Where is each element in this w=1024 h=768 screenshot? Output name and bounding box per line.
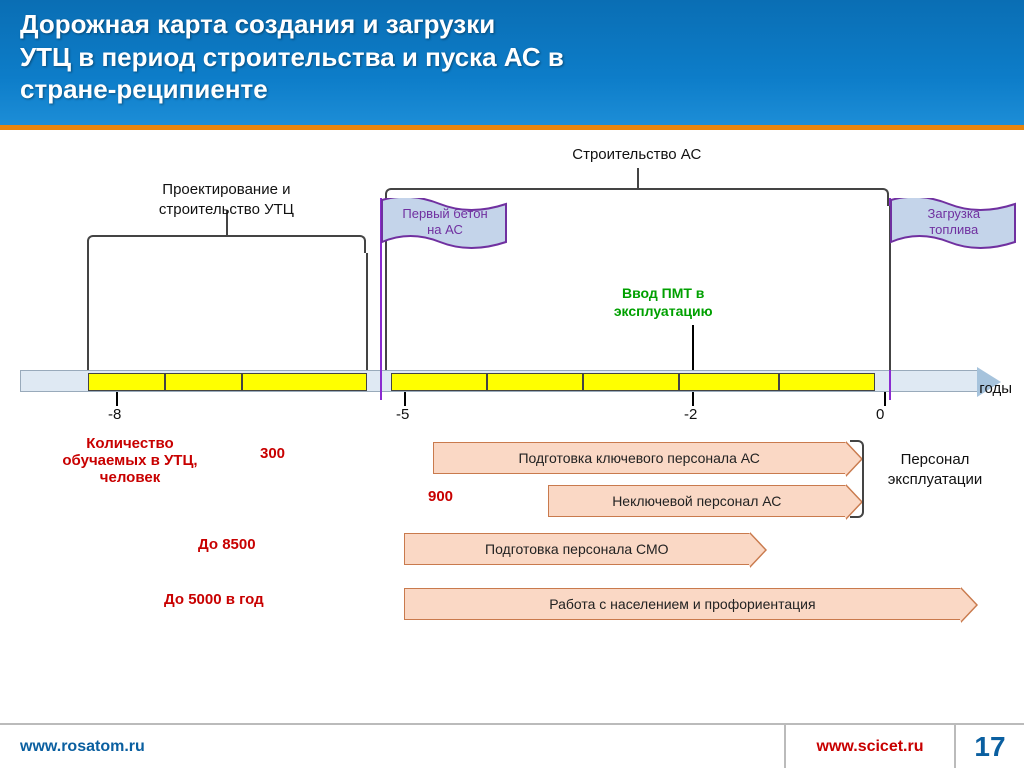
activity-arrow: Неключевой персонал АС (548, 485, 846, 517)
phase-label: Проектирование истроительство УТЦ (136, 180, 316, 219)
milestone-flag: Первый бетонна АС (380, 198, 510, 258)
tick (884, 392, 886, 406)
footer-left-url: www.rosatom.ru (0, 738, 784, 756)
capacity-label: Количествообучаемых в УТЦ,человек (35, 435, 225, 486)
tick-label: -8 (108, 406, 121, 423)
flag-label: Загрузкатоплива (899, 206, 1009, 239)
activity-arrow: Подготовка персонала СМО (404, 533, 750, 565)
footer-right-url: www.scicet.ru (784, 725, 954, 768)
timeline-segment (583, 373, 679, 391)
activity-arrow: Работа с населением и профориентация (404, 588, 961, 620)
group-bracket (850, 440, 864, 518)
timeline-segment (242, 373, 367, 391)
phase-label: Строительство АС (537, 145, 737, 165)
capacity-label: 300 (260, 445, 285, 462)
milestone-flag: Загрузкатоплива (889, 198, 1019, 258)
group-label: Персоналэксплуатации (870, 450, 1000, 489)
axis-year-label: годы (979, 380, 1012, 397)
timeline-segment (679, 373, 780, 391)
tick-label: -2 (684, 406, 697, 423)
footer: www.rosatom.ru www.scicet.ru 17 (0, 723, 1024, 768)
timeline-segment (779, 373, 875, 391)
activity-arrow: Подготовка ключевого персонала АС (433, 442, 846, 474)
page-number: 17 (954, 725, 1024, 768)
commissioning-label: Ввод ПМТ вэксплуатацию (588, 285, 738, 320)
flag-label: Первый бетонна АС (390, 206, 500, 239)
tick (404, 392, 406, 406)
roadmap-diagram: годы -8 -5 -2 0 Проектирование истроительств… (0, 130, 1024, 723)
timeline-segment (88, 373, 165, 391)
timeline-segment (165, 373, 242, 391)
tick-label: 0 (876, 406, 884, 423)
tick (692, 392, 694, 406)
timeline-segment (487, 373, 583, 391)
tick-label: -5 (396, 406, 409, 423)
capacity-label: До 5000 в год (164, 591, 264, 608)
phase-bracket (87, 235, 365, 253)
tick (116, 392, 118, 406)
capacity-label: 900 (428, 488, 453, 505)
timeline-axis (20, 370, 1004, 400)
timeline-segment (391, 373, 487, 391)
page-title: Дорожная карта создания и загрузки УТЦ в… (20, 8, 1004, 106)
capacity-label: До 8500 (198, 536, 256, 553)
